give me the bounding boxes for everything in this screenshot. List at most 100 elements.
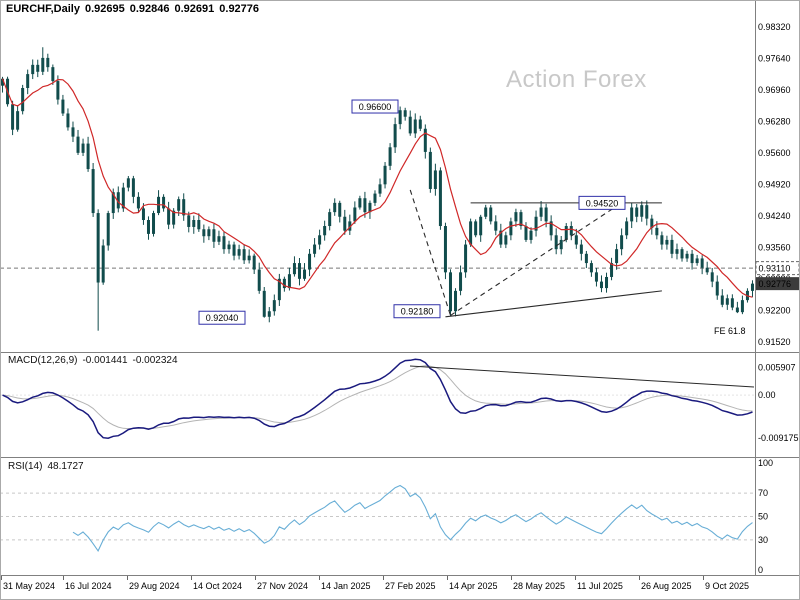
- candle-body: [484, 207, 488, 217]
- candle-body: [559, 239, 563, 250]
- moving-average-line: [1, 78, 753, 298]
- candle-body: [640, 205, 644, 217]
- annotation-text: 0.94520: [586, 198, 619, 208]
- candle-body: [121, 187, 125, 209]
- candle-body: [594, 272, 598, 282]
- time-axis-label: 28 May 2025: [513, 581, 565, 591]
- level-price-label: [755, 261, 800, 276]
- candle-body: [136, 196, 140, 209]
- candle-body: [740, 300, 744, 313]
- time-axis-label: 27 Feb 2025: [385, 581, 436, 591]
- rsi-name: RSI(14): [8, 461, 43, 472]
- candle-body: [26, 74, 30, 88]
- candle-body: [172, 210, 176, 225]
- candle-body: [660, 235, 664, 245]
- candle-body: [192, 220, 196, 227]
- chart-title: EURCHF,Daily 0.92695 0.92846 0.92691 0.92776: [6, 3, 264, 15]
- candle-body: [464, 244, 468, 273]
- candle-body: [338, 202, 342, 217]
- candle-body: [66, 113, 70, 128]
- candle-body: [433, 170, 437, 189]
- watermark: Action Forex: [506, 66, 647, 93]
- price-annotation-box[interactable]: 0.92180: [393, 304, 441, 319]
- candle-body: [16, 111, 20, 130]
- price-scale-label: 0.93560: [758, 242, 791, 252]
- candle-body: [625, 221, 629, 236]
- candle-body: [167, 208, 171, 225]
- candle-body: [227, 244, 231, 250]
- candle-body: [524, 226, 528, 240]
- candle-body: [61, 99, 65, 114]
- annotation-rect[interactable]: [198, 310, 246, 325]
- rsi-scale-label: 50: [758, 512, 768, 522]
- macd-trendline[interactable]: [409, 365, 755, 388]
- candle-body: [11, 104, 15, 130]
- macd-signal-line: [2, 365, 753, 430]
- candle-body: [81, 143, 85, 153]
- candle-body: [534, 216, 538, 231]
- trendline-dashed[interactable]: [450, 202, 622, 316]
- candle-body: [323, 226, 327, 236]
- candle-body: [36, 64, 40, 72]
- candle-body: [373, 193, 377, 203]
- price-scale: 0.98320 0.97640 0.96960 0.96280 0.95600 0.949…: [755, 0, 800, 576]
- candle-body: [252, 255, 256, 270]
- price-annotation-box[interactable]: 0.92040: [198, 310, 246, 325]
- candle-body: [398, 110, 402, 125]
- candle-body: [378, 184, 382, 194]
- candle-body: [348, 221, 352, 231]
- trendline-solid[interactable]: [445, 290, 662, 318]
- candle-body: [388, 147, 392, 166]
- price-scale-label: 0.92200: [758, 305, 791, 315]
- price-scale-label: 0.91520: [758, 337, 791, 347]
- candle-body: [705, 267, 709, 273]
- candle-body: [725, 298, 729, 305]
- candle-body: [91, 169, 95, 214]
- candle-body: [690, 253, 694, 264]
- candle-body: [574, 235, 578, 245]
- price-scale-label: 0.98320: [758, 22, 791, 32]
- candle-body: [539, 207, 543, 217]
- bar-low-value: 0.92691: [174, 3, 215, 15]
- time-axis-label: 31 May 2024: [3, 581, 55, 591]
- annotation-rect[interactable]: [578, 195, 626, 210]
- candle-body: [423, 128, 427, 152]
- candle-body: [182, 199, 186, 216]
- macd-scale-label: 0.005907: [758, 362, 796, 372]
- rsi-indicator-label: RSI(14) 48.1727: [8, 461, 89, 472]
- candlestick-series: [1, 47, 754, 331]
- price-annotation-box[interactable]: 0.96600: [351, 99, 399, 114]
- candle-body: [599, 281, 603, 289]
- candle-body: [287, 274, 291, 289]
- candle-body: [141, 208, 145, 220]
- candle-body: [308, 253, 312, 270]
- candle-body: [494, 221, 498, 231]
- candle-body: [403, 110, 407, 117]
- candle-body: [504, 235, 508, 245]
- price-annotation-box[interactable]: 0.94520: [578, 195, 626, 210]
- candle-body: [564, 226, 568, 240]
- trendline-dashed[interactable]: [409, 189, 452, 316]
- time-axis-label: 29 Aug 2024: [129, 581, 180, 591]
- candle-body: [237, 249, 241, 256]
- macd-scale-label: 0.00: [758, 390, 776, 400]
- candle-body: [650, 218, 654, 228]
- rsi-scale-label: 0: [758, 565, 763, 575]
- annotation-rect[interactable]: [393, 304, 441, 319]
- time-axis-label: 14 Oct 2024: [193, 581, 242, 591]
- candle-body: [605, 276, 609, 289]
- candle-body: [655, 227, 659, 236]
- candle-body: [272, 300, 276, 312]
- candle-body: [277, 278, 281, 301]
- candle-body: [222, 236, 226, 250]
- candle-body: [413, 119, 417, 134]
- macd-main-line: [2, 358, 753, 439]
- candle-body: [46, 57, 50, 68]
- candle-body: [116, 192, 120, 209]
- annotation-rect[interactable]: [351, 99, 399, 114]
- price-scale-label: 0.94920: [758, 179, 791, 189]
- candle-body: [328, 212, 332, 227]
- candle-body: [428, 151, 432, 189]
